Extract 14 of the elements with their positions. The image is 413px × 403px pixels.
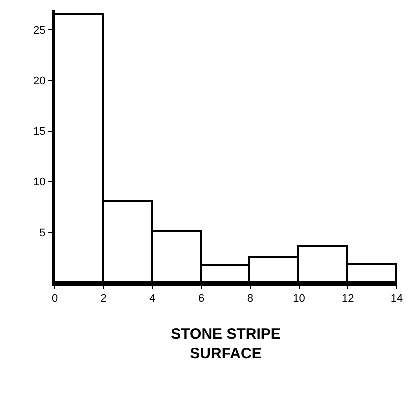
x-tick-label: 0 (52, 293, 58, 306)
x-tick-label: 10 (293, 293, 306, 306)
x-tick-label: 8 (247, 293, 254, 306)
x-tick-label: 6 (198, 293, 205, 306)
x-tick-label: 2 (100, 293, 107, 306)
y-tick-label: 10 (34, 176, 46, 189)
y-tick-label: 15 (34, 126, 46, 138)
x-axis-title: STONE STRIPE SURFACE (171, 326, 281, 363)
x-tick-label: 4 (150, 293, 156, 306)
x-tick-label: 12 (342, 293, 354, 306)
y-tick-label: 25 (34, 25, 46, 38)
y-tick-label: 5 (40, 227, 46, 240)
y-tick-label: 20 (34, 76, 46, 88)
x-tick-label: 14 (390, 293, 404, 306)
